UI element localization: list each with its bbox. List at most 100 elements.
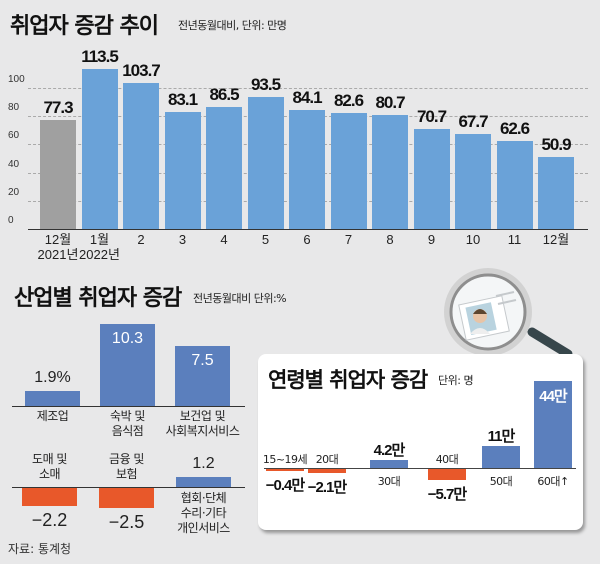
x-tick-label: 3 xyxy=(178,232,187,247)
industry-bar xyxy=(99,488,154,508)
industry-category-label: 소매 xyxy=(38,467,61,481)
industry-value-label: 7.5 xyxy=(191,352,214,369)
age-bar xyxy=(534,381,572,468)
age-category-label: 60대↑ xyxy=(537,475,569,488)
y-tick-label: 0 xyxy=(8,215,14,226)
age-panel: 연령별 취업자 증감 단위: 명 −0.4만 15~19세 −2.1만 20대 4.2만… xyxy=(258,354,583,530)
x-tick-label: 6 xyxy=(303,232,311,247)
age-subtitle: 단위: 명 xyxy=(438,374,474,387)
age-value-label: −2.1만 xyxy=(307,479,347,497)
industry-category-label: 협회·단체 xyxy=(180,491,227,505)
y-tick-label: 20 xyxy=(8,186,20,198)
y-tick-label: 100 xyxy=(8,74,25,85)
bar xyxy=(81,68,118,229)
age-value-label: −5.7만 xyxy=(427,486,467,504)
industry-bar xyxy=(100,323,155,406)
industry-category-label: 수리·기타 xyxy=(180,506,227,520)
age-value-label: 11만 xyxy=(487,428,516,446)
industry-subtitle: 전년동월대비 단위:% xyxy=(193,292,287,305)
bar xyxy=(247,97,284,229)
industry-category-label: 사회복지서비스 xyxy=(165,424,240,438)
y-tick-label: 60 xyxy=(8,130,20,142)
industry-value-label: −2.2 xyxy=(31,509,68,530)
bar-value-label: 86.5 xyxy=(209,85,239,105)
x-tick-label: 1월 xyxy=(89,232,110,247)
x-tick-label: 5 xyxy=(261,232,270,247)
age-category-label: 40대 xyxy=(435,453,459,466)
bar-value-label: 82.6 xyxy=(333,90,364,110)
bar xyxy=(496,140,533,229)
source-note: 자료: 통계청 xyxy=(8,542,72,556)
industry-value-label: 1.9% xyxy=(34,368,71,386)
industry-value-label: −2.5 xyxy=(108,512,145,532)
bar-value-label: 70.7 xyxy=(416,107,447,127)
bar-value-label: 67.7 xyxy=(458,111,488,131)
bar-value-label: 83.1 xyxy=(167,89,198,109)
x-tick-label: 2022년 xyxy=(79,247,120,262)
industry-category-label: 보건업 및 xyxy=(179,409,226,423)
x-tick-label: 8 xyxy=(386,232,394,247)
age-bar xyxy=(308,469,346,474)
age-category-label: 15~19세 xyxy=(262,453,308,466)
bar-value-label: 113.5 xyxy=(81,46,119,66)
industry-bar xyxy=(175,346,230,406)
industry-category-label: 금융 및 xyxy=(109,452,144,466)
age-category-label: 20대 xyxy=(315,453,339,466)
bar-value-label: 80.7 xyxy=(375,93,405,113)
industry-category-label: 음식점 xyxy=(111,424,144,438)
y-tick-label: 80 xyxy=(8,102,20,114)
bar-value-label: 84.1 xyxy=(292,88,322,108)
age-bar xyxy=(266,469,304,471)
employment-trend-chart: 0 20 40 60 80 100 77.3 12월 2021년 113.5 1월 2022년 103.… xyxy=(0,0,600,270)
magnifier-illustration xyxy=(444,268,573,359)
resume-photo-icon xyxy=(458,291,517,341)
magnifier-handle-icon xyxy=(527,327,573,359)
employment-trend-title: 취업자 증감 추이 xyxy=(10,14,159,39)
industry-category-label: 보험 xyxy=(115,467,138,481)
bar-value-label: 93.5 xyxy=(250,75,281,95)
x-axis xyxy=(28,229,588,230)
industry-value-label: 10.3 xyxy=(111,329,144,347)
bar-value-label: 103.7 xyxy=(122,60,161,80)
industry-category-label: 도매 및 xyxy=(32,452,67,466)
bar xyxy=(123,82,159,229)
industry-chart: 1.9% 제조업 10.3 숙박 및 음식점 7.5 보건업 및 사회복지서비스 −2.2 도매 … xyxy=(0,0,260,564)
x-tick-label: 10 xyxy=(465,232,481,247)
bar xyxy=(164,111,201,229)
age-chart: −0.4만 15~19세 −2.1만 20대 4.2만 30대 −5.7만 40대 11만 50대… xyxy=(258,354,583,530)
age-axis xyxy=(264,468,576,469)
age-bar xyxy=(482,446,520,468)
bar xyxy=(330,112,367,229)
industry-axis xyxy=(12,487,245,488)
bar xyxy=(372,115,408,229)
industry-value-label: 1.2 xyxy=(192,455,215,473)
age-title: 연령별 취업자 증감 xyxy=(268,368,428,392)
x-tick-label: 11 xyxy=(507,232,522,247)
age-bar xyxy=(370,459,408,468)
age-category-label: 50대 xyxy=(489,475,513,488)
industry-axis xyxy=(12,406,245,407)
bar xyxy=(455,133,491,229)
x-tick-label: 9 xyxy=(427,232,436,247)
employment-trend-subtitle: 전년동월대비, 단위: 만명 xyxy=(178,19,287,32)
industry-bar xyxy=(22,488,77,506)
gridline xyxy=(28,88,588,89)
bar-value-label: 50.9 xyxy=(541,135,571,155)
age-bar xyxy=(428,469,466,481)
bar-value-label: 77.3 xyxy=(43,98,73,117)
x-tick-label: 2 xyxy=(137,232,145,247)
industry-bar xyxy=(25,390,80,406)
x-tick-label: 2021년 xyxy=(37,247,79,262)
age-value-label: −0.4만 xyxy=(265,476,305,494)
industry-title: 산업별 취업자 증감 xyxy=(14,286,182,311)
age-value-label: 44만 xyxy=(539,388,568,405)
bar xyxy=(40,120,76,229)
y-tick-label: 40 xyxy=(8,158,20,170)
age-value-label: 4.2만 xyxy=(373,441,406,459)
bar xyxy=(289,110,325,229)
industry-category-label: 제조업 xyxy=(36,409,69,423)
age-category-label: 30대 xyxy=(377,475,401,488)
x-tick-label: 7 xyxy=(344,232,353,247)
bar xyxy=(538,157,574,229)
x-tick-label: 12월 xyxy=(542,232,570,247)
